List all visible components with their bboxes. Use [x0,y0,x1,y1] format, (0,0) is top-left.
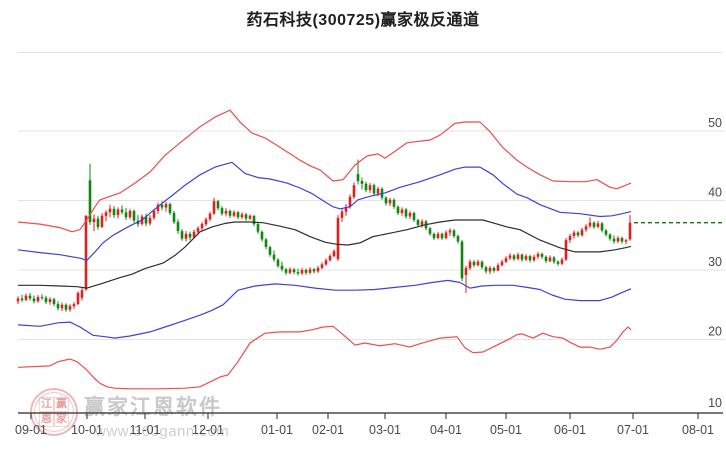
svg-text:03-01: 03-01 [369,423,401,437]
svg-text:04-01: 04-01 [430,423,462,437]
svg-text:10: 10 [708,396,722,410]
svg-text:06-01: 06-01 [554,423,586,437]
seal-char: 江 [39,397,54,412]
svg-text:40: 40 [708,186,722,200]
svg-text:12-01: 12-01 [192,423,224,437]
seal-char: 赢 [54,397,69,412]
svg-text:07-01: 07-01 [617,423,649,437]
svg-text:09-01: 09-01 [15,423,47,437]
svg-text:50: 50 [708,116,722,130]
svg-text:10-01: 10-01 [71,423,103,437]
watermark-url-text: www.360gann.com [95,423,230,440]
svg-text:20: 20 [708,325,722,339]
svg-text:05-01: 05-01 [490,423,522,437]
svg-text:08-01: 08-01 [682,423,714,437]
svg-text:02-01: 02-01 [312,423,344,437]
winner-gann-seal-logo: 江 赢 恩 家 [30,388,78,436]
svg-text:11-01: 11-01 [129,423,160,437]
page-title: 药石科技(300725)赢家极反通道 [246,12,480,29]
seal-logo-characters: 江 赢 恩 家 [34,392,74,432]
svg-text:30: 30 [708,255,722,269]
svg-text:01-01: 01-01 [261,423,293,437]
